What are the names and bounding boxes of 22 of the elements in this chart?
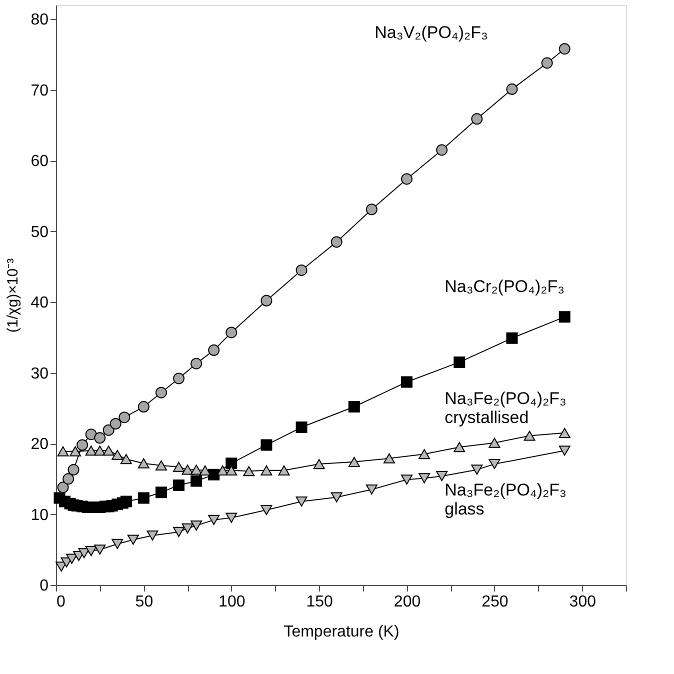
x-axis-title: Temperature (K) bbox=[284, 624, 400, 640]
y-tick-label: 50 bbox=[30, 224, 49, 241]
series-label: Na₃Fe₂(PO₄)₂F₃ glass bbox=[444, 480, 566, 519]
series-label: Na₃Fe₂(PO₄)₂F₃ crystallised bbox=[444, 388, 566, 427]
y-axis-title: (1/χg)×10⁻³ bbox=[4, 258, 22, 333]
y-tick-label: 70 bbox=[30, 82, 49, 100]
y-tick-label: 20 bbox=[30, 436, 49, 454]
x-tick-label: 300 bbox=[569, 594, 596, 610]
y-tick-label: 40 bbox=[30, 294, 49, 312]
y-tick-label: 10 bbox=[30, 506, 49, 524]
text: Na₃V₂(PO₄)₂F₃ bbox=[374, 22, 488, 42]
x-tick-label: 250 bbox=[482, 594, 508, 610]
y-tick-label: 30 bbox=[30, 365, 49, 382]
x-tick-label: 0 bbox=[56, 594, 66, 610]
y-tick-label: 0 bbox=[40, 578, 49, 594]
x-tick-label: 100 bbox=[218, 594, 246, 610]
y-tick-label: 60 bbox=[30, 153, 49, 170]
x-tick-label: 50 bbox=[135, 594, 154, 610]
x-tick-label: 200 bbox=[394, 594, 421, 610]
x-tick-label: 150 bbox=[306, 594, 334, 610]
series-label: Na₃Cr₂(PO₄)₂F₃ bbox=[444, 276, 565, 296]
y-tick-label: 80 bbox=[30, 12, 49, 29]
